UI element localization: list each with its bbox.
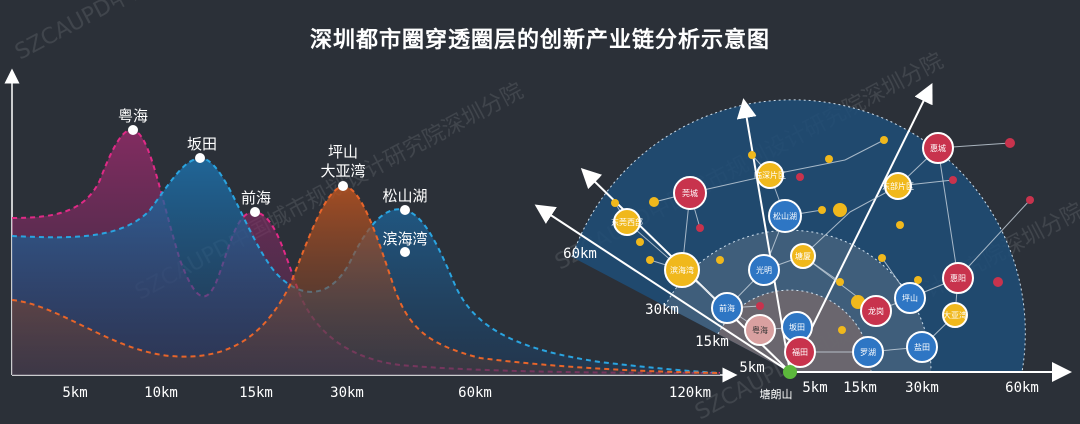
svg-text:福田: 福田 — [792, 348, 808, 357]
svg-text:SZCAUPD中国城市规划设计研究院深圳分院: SZCAUPD中国城市规划设计研究院深圳分院 — [11, 0, 407, 65]
tick-10km: 10km — [144, 385, 178, 401]
node-dayawan: 大亚湾 — [942, 302, 968, 328]
node-east-area: 东部片区 — [882, 172, 914, 200]
svg-text:东部片区: 东部片区 — [882, 181, 914, 191]
tick-15km: 15km — [239, 385, 273, 401]
magenta-industry-curve — [11, 128, 721, 374]
node-huicheng: 惠城 — [922, 132, 954, 164]
tick-5km: 5km — [62, 385, 87, 401]
left-penetration-chart: 粤海 坂田 前海 坪山 大亚湾 松山湖 滨海湾 5km 10km 15km 30… — [4, 68, 738, 401]
svg-text:东莞西部: 东莞西部 — [611, 217, 643, 227]
radial-arrow-ne — [789, 83, 933, 373]
peak-label-binhaiwan: 滨海湾 — [382, 230, 427, 248]
svg-text:光明: 光明 — [756, 265, 772, 275]
svg-text:莞城: 莞城 — [682, 188, 698, 198]
node-dongguan-west: 东莞西部 — [611, 208, 643, 236]
right-radial-network: 粤海 坂田 福田 罗湖 盐田 前海 — [534, 83, 1072, 401]
node-yuehai: 粤海 — [744, 314, 776, 346]
svg-text:临深片区: 临深片区 — [754, 170, 786, 180]
svg-text:坂田: 坂田 — [789, 322, 805, 332]
svg-text:罗湖: 罗湖 — [860, 348, 876, 357]
node-luohu: 罗湖 — [852, 336, 884, 368]
ring-label-bottom-30km: 30km — [905, 380, 939, 396]
ring-label-axis-15km: 15km — [695, 334, 729, 350]
tick-60km: 60km — [458, 385, 492, 401]
minor-node-dots — [611, 136, 1034, 334]
peak-dot-binhaiwan — [400, 247, 410, 257]
node-pingshan: 坪山 — [894, 282, 926, 314]
peak-label-songshanhu: 松山湖 — [382, 187, 427, 205]
svg-text:粤海: 粤海 — [752, 325, 768, 335]
ring-label-bottom-5km: 5km — [802, 380, 827, 396]
svg-text:大亚湾: 大亚湾 — [943, 310, 967, 320]
peak-label-pingshan: 坪山 — [328, 143, 358, 161]
peak-label-bantian: 坂田 — [187, 135, 217, 153]
peak-label-dayawan: 大亚湾 — [320, 162, 365, 180]
ring-label-axis-60km: 60km — [563, 246, 597, 262]
orange-industry-area — [12, 186, 720, 375]
svg-text:滨海湾: 滨海湾 — [670, 265, 694, 275]
svg-text:前海: 前海 — [719, 303, 735, 313]
svg-text:盐田: 盐田 — [914, 342, 930, 352]
radial-arrow-west — [534, 204, 791, 373]
peak-label-yuehai: 粤海 — [118, 107, 148, 125]
ring-label-axis-30km: 30km — [645, 302, 679, 318]
node-yantian: 盐田 — [906, 331, 938, 363]
ring-label-axis-5km: 5km — [739, 360, 764, 376]
ring-30km-edge — [664, 229, 932, 373]
svg-text:塘厦: 塘厦 — [795, 251, 811, 261]
node-guangming: 光明 — [748, 254, 780, 286]
node-huiyang: 惠阳 — [942, 262, 974, 294]
svg-text:惠城: 惠城 — [930, 143, 946, 153]
svg-text:松山湖: 松山湖 — [773, 211, 797, 221]
node-linshen: 临深片区 — [754, 161, 786, 189]
svg-text:惠阳: 惠阳 — [950, 273, 966, 283]
peak-dot-bantian — [195, 153, 205, 163]
tick-120km: 120km — [669, 385, 711, 401]
tick-30km: 30km — [330, 385, 364, 401]
peak-dot-songshanhu — [400, 205, 410, 215]
svg-text:龙岗: 龙岗 — [868, 306, 884, 316]
ring-60km-edge — [571, 99, 1026, 373]
node-tangxia: 塘厦 — [790, 243, 816, 269]
node-songshanhu: 松山湖 — [768, 199, 802, 233]
peak-dot-qianhai — [250, 207, 260, 217]
node-futian: 福田 — [784, 336, 816, 368]
ring-label-bottom-60km: 60km — [1005, 380, 1039, 396]
peak-dot-pingshan — [338, 181, 348, 191]
node-longgang: 龙岗 — [860, 295, 892, 327]
peak-dot-yuehai — [128, 125, 138, 135]
svg-text:坪山: 坪山 — [902, 293, 918, 303]
major-nodes: 粤海 坂田 福田 罗湖 盐田 前海 — [611, 132, 974, 368]
node-qianhai: 前海 — [711, 292, 743, 324]
origin-label: 塘朗山 — [760, 387, 793, 401]
peak-label-qianhai: 前海 — [241, 189, 271, 207]
diagram-title: 深圳都市圈穿透圈层的创新产业链分析示意图 — [309, 28, 770, 53]
node-binhaiwan: 滨海湾 — [664, 252, 700, 288]
node-guancheng: 莞城 — [673, 176, 707, 210]
ring-label-bottom-15km: 15km — [843, 380, 877, 396]
origin-dot — [783, 365, 797, 379]
